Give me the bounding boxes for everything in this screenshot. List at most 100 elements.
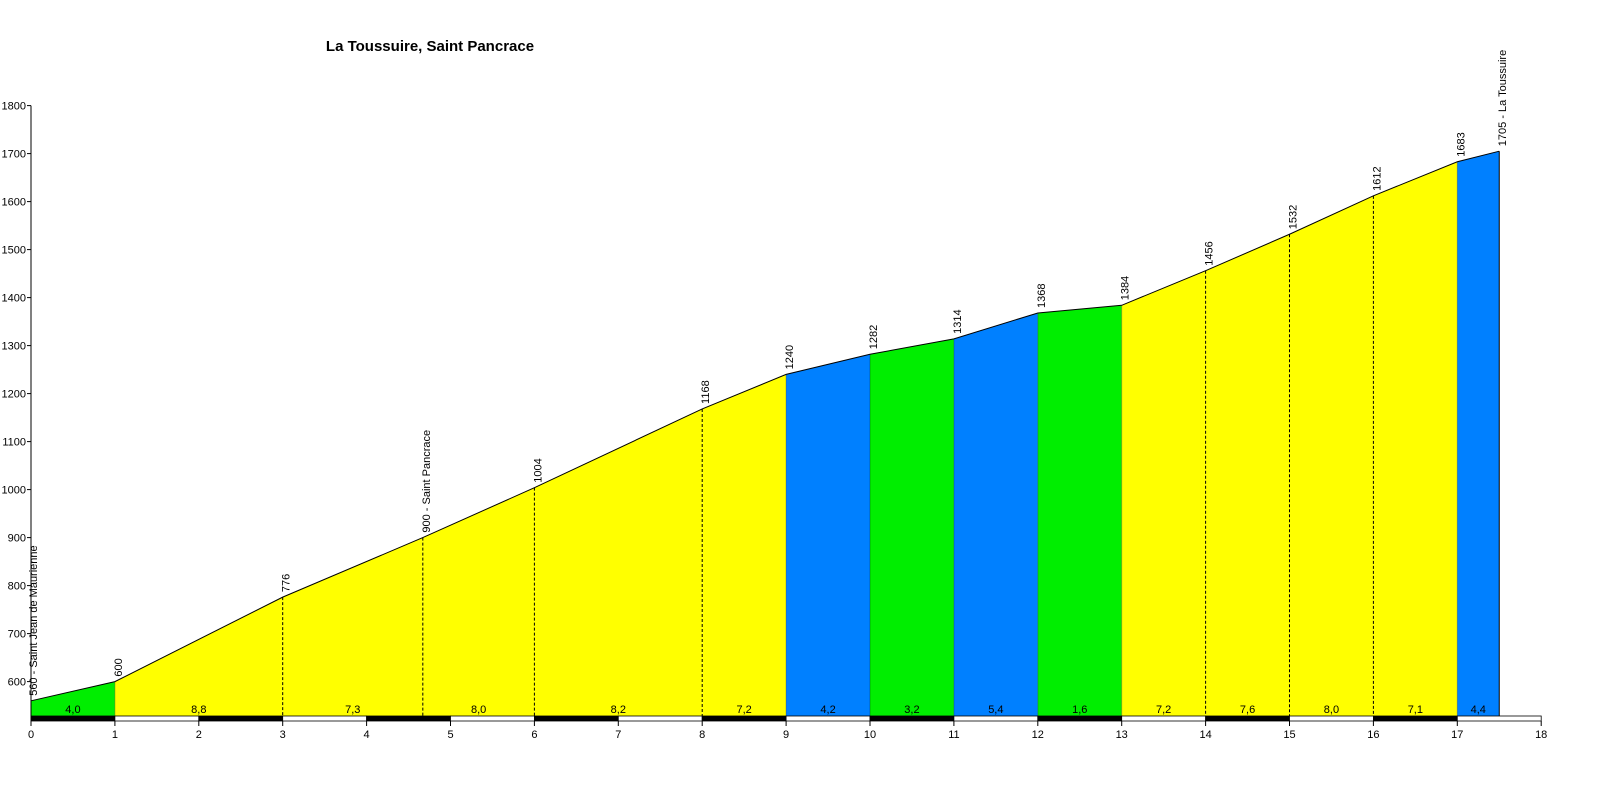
scalebar-km-1 <box>114 715 200 722</box>
chart-title: La Toussuire, Saint Pancrace <box>325 38 535 55</box>
elevation-label-0: 560 - Saint Jean de Maurienne <box>28 545 40 695</box>
segment-area-0 <box>31 681 115 720</box>
y-tick-label-1700: 1700 <box>2 149 26 161</box>
scalebar-km-7 <box>617 715 703 722</box>
profile-line <box>30 150 1500 702</box>
gradient-label-1: 8,8 <box>191 704 206 716</box>
segment-area-12 <box>1289 195 1374 721</box>
gradient-label-14: 4,4 <box>1471 704 1486 716</box>
segment-area-2 <box>282 537 423 720</box>
x-tick-label-10: 10 <box>864 729 876 741</box>
x-tick-label-12: 12 <box>1032 729 1044 741</box>
gradient-label-3: 8,0 <box>471 704 486 716</box>
y-tick-label-1600: 1600 <box>2 197 26 209</box>
scalebar-km-8 <box>701 715 787 722</box>
x-tick-label-2: 2 <box>196 729 202 741</box>
gradient-labels: 4,0 8,8 7,3 8,0 8,2 7,2 4,2 3,2 5,4 1,6 7,2 7,6 8,0 7… <box>65 704 1486 716</box>
scalebar-km-2 <box>198 715 284 722</box>
segment-dividers <box>114 151 1500 716</box>
y-tick-label-1100: 1100 <box>2 437 26 449</box>
gradient-label-10: 7,2 <box>1156 704 1171 716</box>
x-tick-label-1: 1 <box>112 729 118 741</box>
x-tick-label-16: 16 <box>1367 729 1379 741</box>
x-tick-label-17: 17 <box>1451 729 1463 741</box>
segment-area-13 <box>1373 161 1458 720</box>
scalebar-km-9 <box>785 715 871 722</box>
gradient-label-5: 7,2 <box>737 704 752 716</box>
segment-area-4 <box>534 408 703 720</box>
segment-area-1 <box>114 597 283 720</box>
scalebar-km-16 <box>1373 715 1458 722</box>
scalebar-km-11 <box>953 715 1039 722</box>
x-tick-label-15: 15 <box>1283 729 1295 741</box>
elevation-label-9: 1368 <box>1036 283 1048 307</box>
segment-area-3 <box>422 487 535 720</box>
segment-area-10 <box>1121 270 1206 720</box>
x-tick-label-13: 13 <box>1116 729 1128 741</box>
elevation-label-2: 776 <box>281 574 293 592</box>
x-tick-label-14: 14 <box>1199 729 1211 741</box>
y-tick-label-1000: 1000 <box>2 485 26 497</box>
gradient-label-13: 7,1 <box>1408 704 1423 716</box>
elevation-label-14: 1683 <box>1455 132 1467 156</box>
scalebar-km-5 <box>450 715 535 722</box>
y-tick-label-700: 700 <box>8 629 26 641</box>
distance-scalebar <box>30 715 1542 722</box>
x-tick-label-6: 6 <box>531 729 537 741</box>
scalebar-km-13 <box>1121 715 1206 722</box>
x-tick-label-9: 9 <box>783 729 789 741</box>
segment-areas <box>31 151 1500 721</box>
scalebar-km-6 <box>534 715 619 722</box>
y-tick-label-900: 900 <box>8 533 26 545</box>
x-tick-label-5: 5 <box>447 729 453 741</box>
gradient-label-7: 3,2 <box>904 704 919 716</box>
scalebar-km-10 <box>869 715 955 722</box>
scalebar-km-17 <box>1456 715 1542 722</box>
segment-area-8 <box>953 312 1038 720</box>
x-tick-label-7: 7 <box>615 729 621 741</box>
segment-area-14 <box>1457 151 1500 720</box>
elevation-label-6: 1240 <box>784 345 796 369</box>
y-tick-label-800: 800 <box>8 581 26 593</box>
gradient-label-11: 7,6 <box>1240 704 1255 716</box>
gradient-label-0: 4,0 <box>65 704 80 716</box>
elevation-label-4: 1004 <box>532 458 544 482</box>
x-tick-label-0: 0 <box>28 729 34 741</box>
gradient-label-9: 1,6 <box>1072 704 1087 716</box>
y-tick-label-1800: 1800 <box>2 101 26 113</box>
x-tick-label-18: 18 <box>1535 729 1547 741</box>
gradient-label-12: 8,0 <box>1324 704 1339 716</box>
elevation-label-10: 1384 <box>1120 276 1132 300</box>
scalebar-km-15 <box>1289 715 1374 722</box>
elevation-label-11: 1456 <box>1204 241 1216 265</box>
segment-area-9 <box>1037 305 1122 720</box>
x-tick-label-8: 8 <box>699 729 705 741</box>
scalebar-km-0 <box>30 715 116 722</box>
elevation-labels: 560 - Saint Jean de Maurienne 600 776 900 -… <box>28 50 1509 696</box>
x-tick-label-4: 4 <box>364 729 370 741</box>
profile-outline <box>30 150 1500 702</box>
axes: 6007008009001000110012001300140015001600… <box>2 101 1548 741</box>
y-tick-label-1400: 1400 <box>2 293 26 305</box>
gradient-label-8: 5,4 <box>988 704 1003 716</box>
x-tick-label-11: 11 <box>948 729 959 741</box>
y-tick-label-1300: 1300 <box>2 341 26 353</box>
elevation-label-8: 1314 <box>952 309 964 333</box>
y-tick-label-600: 600 <box>8 677 26 689</box>
segment-area-11 <box>1205 234 1290 721</box>
elevation-label-15: 1705 - La Toussuire <box>1497 50 1509 146</box>
scalebar-km-12 <box>1037 715 1123 722</box>
scalebar-km-4 <box>366 715 451 722</box>
y-tick-label-1500: 1500 <box>2 245 26 257</box>
segment-area-6 <box>786 354 870 720</box>
gradient-label-4: 8,2 <box>611 704 626 716</box>
elevation-label-13: 1612 <box>1371 166 1383 190</box>
elevation-label-1: 600 <box>113 658 125 676</box>
x-tick-label-3: 3 <box>280 729 286 741</box>
scalebar-km-14 <box>1205 715 1290 722</box>
y-tick-label-1200: 1200 <box>2 389 26 401</box>
segment-area-5 <box>702 374 787 720</box>
elevation-label-5: 1168 <box>700 380 712 404</box>
scalebar-km-3 <box>282 715 368 722</box>
